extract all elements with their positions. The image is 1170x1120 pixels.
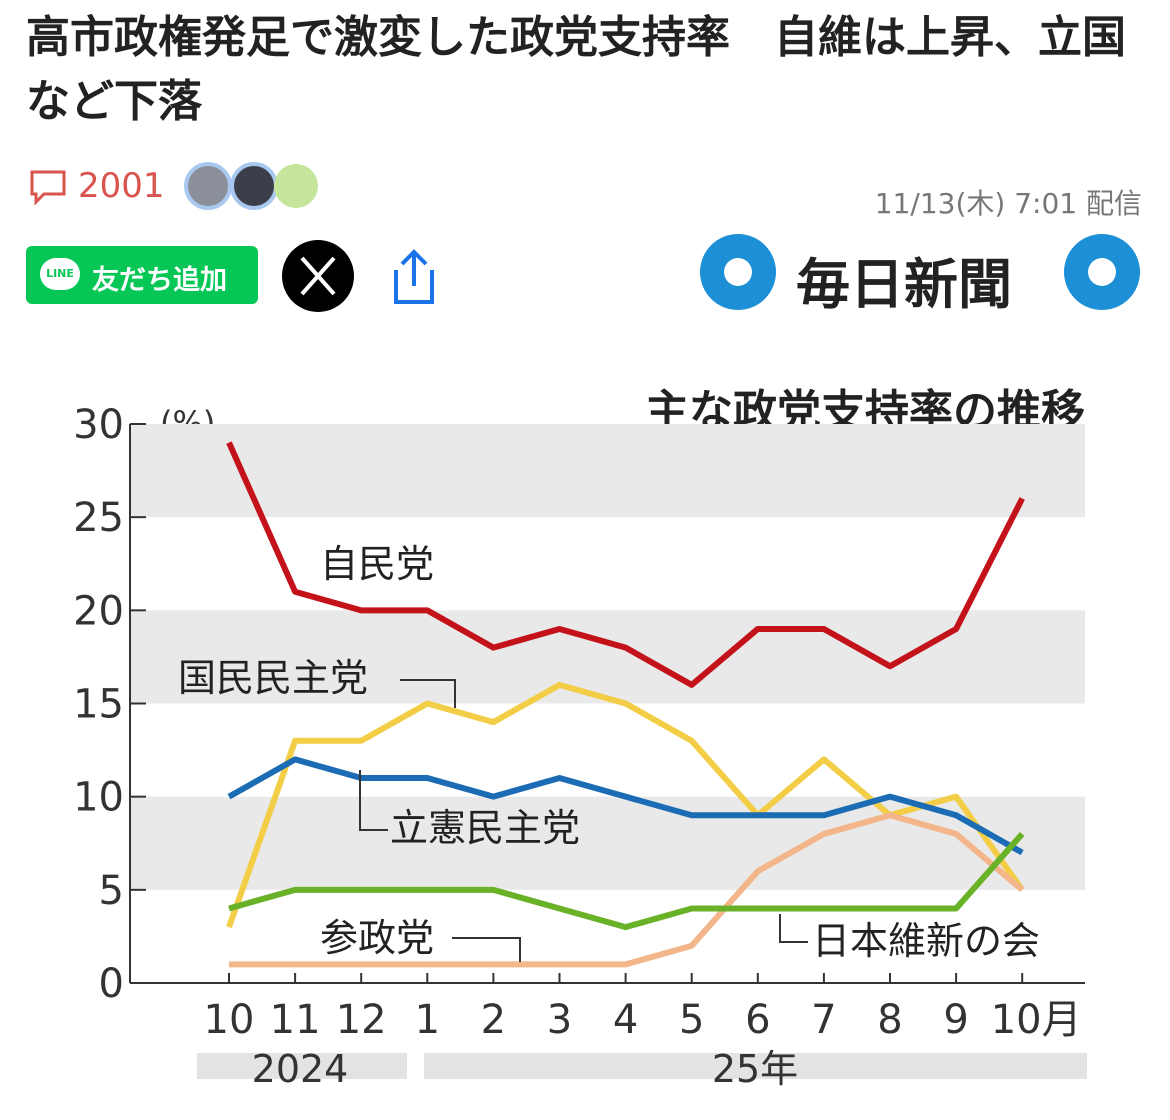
publisher: 毎日新聞 xyxy=(796,252,1012,316)
period-band xyxy=(197,1053,407,1079)
y-tick-label: 15 xyxy=(73,682,124,728)
article-title: 高市政権発足で激変した政党支持率 自維は上昇、立国など下落 xyxy=(26,12,1126,127)
x-tick-label: 10 xyxy=(204,997,255,1043)
series-line xyxy=(229,812,1025,968)
leader-line xyxy=(359,770,388,831)
grid-band xyxy=(130,610,1085,704)
logo-mark xyxy=(724,258,752,286)
series-label: 国民民主党 xyxy=(178,656,368,700)
series-label: 自民党 xyxy=(320,542,434,586)
y-tick-label: 0 xyxy=(99,961,124,1007)
share-button[interactable] xyxy=(394,249,434,304)
logo-mark xyxy=(1088,258,1116,286)
x-logo xyxy=(300,256,336,296)
grid-bands xyxy=(130,424,1085,890)
publish-date: 11/13(木) 7:01 配信 xyxy=(874,187,1142,220)
line-label: 友だち追加 xyxy=(92,265,227,296)
period-band xyxy=(424,1053,1087,1079)
x-tick-label: 11 xyxy=(270,997,321,1043)
series-label: 立憲民主党 xyxy=(390,806,580,850)
leader-line xyxy=(400,679,456,708)
series-label: 日本維新の会 xyxy=(812,919,1040,963)
grid-band xyxy=(130,796,1085,890)
line-button[interactable]: LINE 友だち追加 xyxy=(26,246,258,304)
x-tick-label: 2 xyxy=(481,997,506,1043)
x-tick-label: 7 xyxy=(811,997,836,1043)
series-line xyxy=(227,756,1024,856)
y-tick-label: 5 xyxy=(99,868,124,914)
x-tick-label: 12 xyxy=(336,997,387,1043)
x-tick-label: 3 xyxy=(547,997,572,1043)
x-tick-label: 9 xyxy=(943,997,968,1043)
x-tick-label: 10月 xyxy=(991,997,1082,1043)
comment-count[interactable]: 2001 xyxy=(78,166,165,206)
comment-icon xyxy=(30,170,66,206)
line-icon: LINE xyxy=(40,258,80,290)
y-tick-label: 30 xyxy=(73,402,124,448)
series-label: 参政党 xyxy=(320,916,434,960)
x-tick-label: 8 xyxy=(877,997,902,1043)
header-icons xyxy=(30,162,1140,312)
leader-line xyxy=(779,914,808,943)
series-line xyxy=(226,441,1025,688)
grid-band xyxy=(130,424,1085,518)
avatar xyxy=(184,162,232,210)
y-tick-label: 20 xyxy=(73,588,124,634)
y-tick-label: 25 xyxy=(73,495,124,541)
period-label: 2024 xyxy=(252,1047,349,1091)
leader-line xyxy=(452,937,521,962)
y-tick-label: 10 xyxy=(73,775,124,821)
avatar xyxy=(274,164,318,208)
x-tick-label: 5 xyxy=(679,997,704,1043)
avatar xyxy=(230,162,278,210)
x-tick-label: 6 xyxy=(745,997,770,1043)
x-tick-label: 1 xyxy=(415,997,440,1043)
series-line xyxy=(228,831,1025,931)
x-tick-label: 4 xyxy=(613,997,638,1043)
period-label: 25年 xyxy=(712,1047,798,1091)
